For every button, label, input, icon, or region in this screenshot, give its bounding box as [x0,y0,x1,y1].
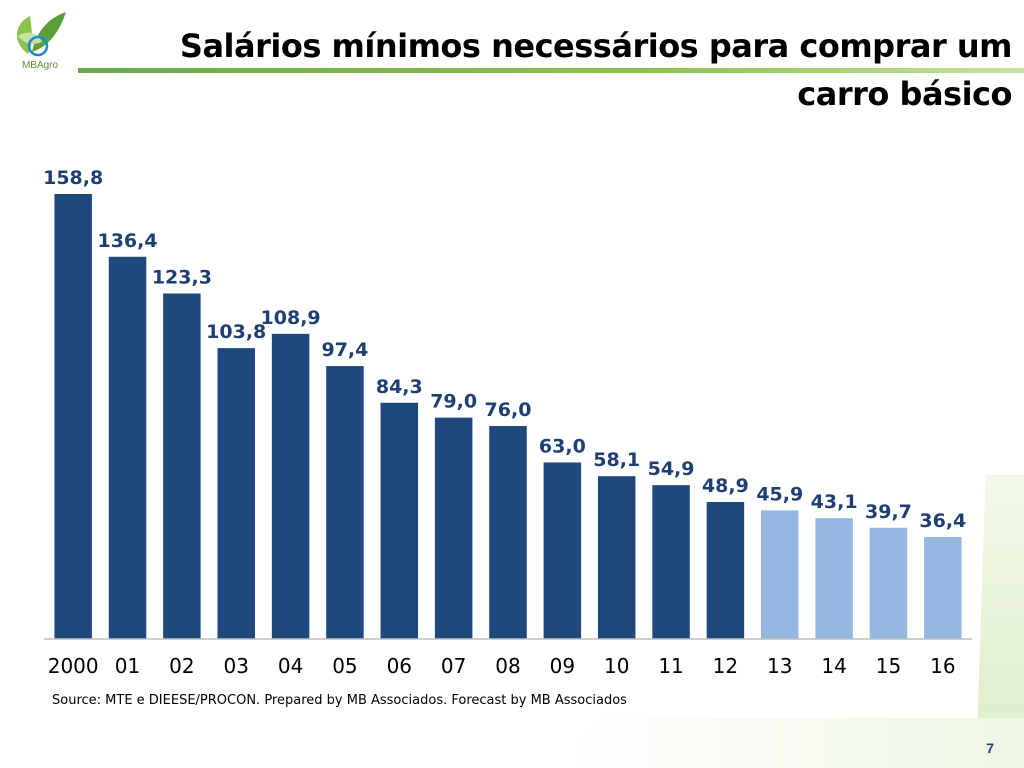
page-title: Salários mínimos necessários para compra… [179,27,1013,113]
x-tick-label: 2000 [48,654,99,678]
x-tick-label: 14 [821,654,846,678]
bar-value-label: 108,9 [261,307,321,329]
x-tick-label: 04 [278,654,303,678]
bar-14 [815,518,853,639]
x-tick-label: 15 [876,654,901,678]
x-tick-label: 16 [930,654,955,678]
x-tick-label: 06 [387,654,412,678]
bar-value-label: 103,8 [206,321,266,343]
x-tick-label: 13 [767,654,792,678]
bar-value-label: 84,3 [376,376,423,398]
x-tick-label: 01 [115,654,140,678]
bar-value-label: 39,7 [865,501,912,523]
bar-05 [326,366,364,639]
bar-value-label: 97,4 [321,339,368,361]
x-tick-label: 11 [658,654,683,678]
bar-04 [271,333,310,639]
mbagro-logo: MBAgro [8,6,72,76]
bar-value-label: 79,0 [430,391,477,413]
x-tick-label: 07 [441,654,466,678]
bar-12 [706,501,745,639]
x-tick-label: 08 [495,654,520,678]
bar-value-label: 158,8 [43,167,103,189]
bar-value-label: 63,0 [539,435,586,457]
tick-group: 2000 01 02 03 04 05 06 07 08 09 10 11 12 13 14 15 16 [48,654,956,678]
bar-01 [108,256,147,639]
bar-value-label: 45,9 [756,483,803,505]
bar-2000 [54,194,92,639]
x-tick-label: 09 [550,654,575,678]
title-underline [78,68,1024,73]
x-tick-label: 02 [169,654,194,678]
bar-value-label: 58,1 [593,449,640,471]
bar-06 [380,402,419,639]
bar-value-label: 43,1 [811,491,858,513]
leaf-logo-icon [16,12,66,57]
source-note: Source: MTE e DIEESE/PROCON. Prepared by… [52,693,627,708]
bar-08 [489,426,527,639]
bar-16 [924,536,962,639]
logo-text: MBAgro [21,60,59,71]
decorative-corner-bottom [560,718,1024,768]
x-tick-label: 03 [224,654,249,678]
x-tick-label: 05 [332,654,357,678]
x-tick-label: 12 [713,654,738,678]
bar-07 [434,417,473,639]
page-number: 7 [986,740,994,756]
bar-value-label: 54,9 [648,458,695,480]
bar-value-label: 76,0 [485,399,532,421]
bar-value-label: 123,3 [152,266,212,288]
bar-value-label: 48,9 [702,475,749,497]
bar-11 [652,485,690,639]
bar-15 [869,527,908,639]
bar-09 [543,462,582,639]
bar-02 [163,293,201,639]
bar-value-label: 136,4 [97,230,157,252]
bar-10 [597,476,636,639]
bar-13 [761,510,799,639]
bar-03 [217,348,255,639]
bar-value-label: 36,4 [919,510,966,532]
x-tick-label: 10 [604,654,629,678]
